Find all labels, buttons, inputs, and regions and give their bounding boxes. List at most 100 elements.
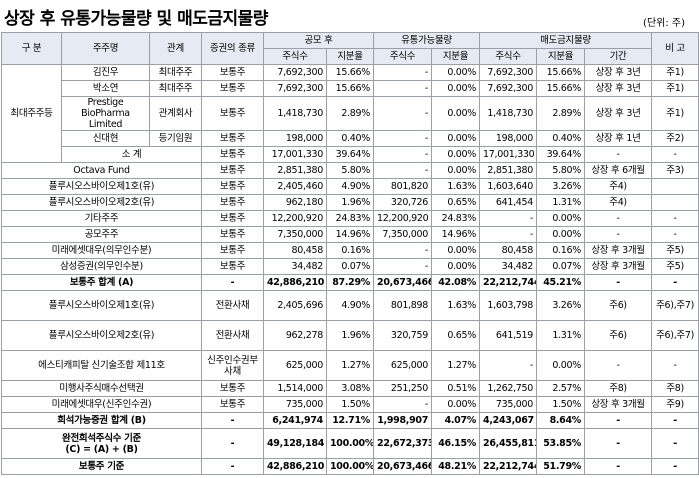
cell: 주1): [651, 64, 699, 81]
row-label: 보통주 합계 (A): [1, 274, 202, 291]
cell: 0.00%: [536, 350, 586, 381]
cell: 42.08%: [431, 274, 481, 291]
cell: 1.27%: [325, 350, 375, 381]
cell: 0.16%: [536, 242, 586, 259]
cell: -: [651, 458, 699, 475]
cell: 1,418,730: [263, 96, 327, 131]
header-cell: 비 고: [651, 32, 699, 65]
cell: 보통주: [201, 130, 264, 147]
cell: 12,200,920: [263, 210, 327, 227]
row-label: 기타주주: [1, 210, 202, 227]
cell: 7,350,000: [373, 226, 433, 243]
table-row: 기타주주 보통주 12,200,920 24.83% 12,200,920 24.83% -…: [1, 210, 699, 227]
cell: 신대현: [61, 130, 150, 147]
cell: 보통주: [201, 96, 264, 131]
table-row: 신대현 등기임원 보통주 198,000 0.40% -0.00% 198,000 0.40%…: [2, 130, 699, 147]
cell: 1.31%: [536, 320, 586, 351]
cell: 251,250: [373, 380, 433, 397]
table-row: Prestige BioPharma Limited 관계회사 보통주 1,418,7…: [2, 96, 699, 131]
cell: 42,886,210: [263, 274, 327, 291]
cell: 1,603,798: [479, 290, 538, 321]
cell: -: [584, 226, 653, 243]
cell: 735,000: [479, 396, 538, 413]
cell: 0.00%: [431, 146, 481, 163]
row-label: 미래에셋대우(신주인수권): [1, 396, 202, 413]
cell: 전환사채: [201, 320, 264, 351]
row-label: 미행사주식매수선택권: [1, 380, 202, 397]
cell: -: [584, 428, 653, 459]
cell: -: [373, 162, 433, 179]
header-cell: 유통가능물량: [373, 32, 481, 49]
cell: 1,603,640: [479, 178, 538, 195]
table-row: 미래에셋대우(의무인수분) 보통주 80,458 0.16% -0.00% 80,458 0…: [1, 242, 699, 259]
table-row: 플루시오스바이오제2호(유) 보통주 962,180 1.96% 320,726 0.65…: [1, 194, 699, 211]
cell: -: [201, 428, 264, 459]
cell: 주8): [584, 380, 653, 397]
cell: 7,350,000: [263, 226, 327, 243]
cell: 22,672,373: [373, 428, 433, 459]
cell: 주8): [651, 380, 699, 397]
total-row: 완전희석주식수 기준 (C) = (A) + (B) -49,128,184 100…: [1, 428, 699, 459]
row-label: 플루시오스바이오제1호(유): [1, 178, 202, 195]
cell: 상장 후 3개월: [584, 396, 653, 413]
cell: -: [373, 242, 433, 259]
cell: 0.00%: [431, 396, 481, 413]
header-cell: 매도금지물량: [479, 32, 653, 49]
cell: 87.29%: [325, 274, 375, 291]
cell: [651, 178, 699, 195]
cell: 735,000: [263, 396, 327, 413]
cell: 22,212,744: [479, 274, 538, 291]
cell: 24.83%: [325, 210, 375, 227]
cell: 상장 후 3년: [584, 64, 653, 81]
cell: 0.65%: [431, 194, 481, 211]
cell: 신주인수권부사채: [201, 350, 264, 381]
cell: 0.00%: [431, 64, 481, 81]
cell: 962,278: [263, 320, 327, 351]
cell: 최대주주: [149, 64, 202, 81]
cell: 주3): [651, 162, 699, 179]
table-row: 미행사주식매수선택권 보통주 1,514,000 3.08% 251,250 0.51% 1…: [1, 380, 699, 397]
cell: 14.96%: [431, 226, 481, 243]
header-cell: 주주명: [61, 32, 150, 65]
cell: Prestige BioPharma Limited: [61, 96, 150, 131]
cell: 320,726: [373, 194, 433, 211]
cell: 주6): [584, 290, 653, 321]
cell: -: [373, 64, 433, 81]
cell: 80,458: [479, 242, 538, 259]
cell: 48.21%: [431, 458, 481, 475]
cell: 0.00%: [431, 96, 481, 131]
cell: 39.64%: [536, 146, 586, 163]
row-label: 미래에셋대우(의무인수분): [1, 242, 202, 259]
cell: 상장 후 1년: [584, 130, 653, 147]
row-label: 에스티캐피탈 신기술조합 제11호: [1, 350, 202, 381]
cell: 보통주: [201, 64, 264, 81]
cell: 962,180: [263, 194, 327, 211]
cell: 상장 후 3년: [584, 96, 653, 131]
cell: 주9): [651, 396, 699, 413]
cell: 주2): [651, 130, 699, 147]
cell: 42,886,210: [263, 458, 327, 475]
cell: -: [651, 226, 699, 243]
header-cell: 기간: [584, 48, 653, 65]
cell: 14.96%: [325, 226, 375, 243]
table-row: 최대주주등 김진우 최대주주 보통주 7,692,300 15.66% -0.00% 7,69…: [1, 64, 699, 163]
cell: 주6),주7): [651, 290, 699, 321]
group-label: 최대주주등: [1, 64, 62, 163]
cell: 0.00%: [431, 242, 481, 259]
row-label: 플루시오스바이오제2호(유): [1, 320, 202, 351]
cell: 0.51%: [431, 380, 481, 397]
header-cell: 지분율: [536, 48, 586, 65]
cell: 2,851,380: [263, 162, 327, 179]
cell: 상장 후 6개월: [584, 162, 653, 179]
cell: -: [651, 146, 699, 163]
table-row: 삼성증권(의무인수분) 보통주 34,482 0.07% -0.00% 34,482 0.0…: [1, 258, 699, 275]
cell: -: [479, 350, 538, 381]
cell: 46.15%: [431, 428, 481, 459]
cell: 53.85%: [536, 428, 586, 459]
cell: 4.90%: [325, 290, 375, 321]
cell: -: [651, 350, 699, 381]
cell: 1.31%: [536, 194, 586, 211]
cell: 0.40%: [325, 130, 375, 147]
cell: -: [651, 210, 699, 227]
cell: 100.00%: [325, 428, 375, 459]
